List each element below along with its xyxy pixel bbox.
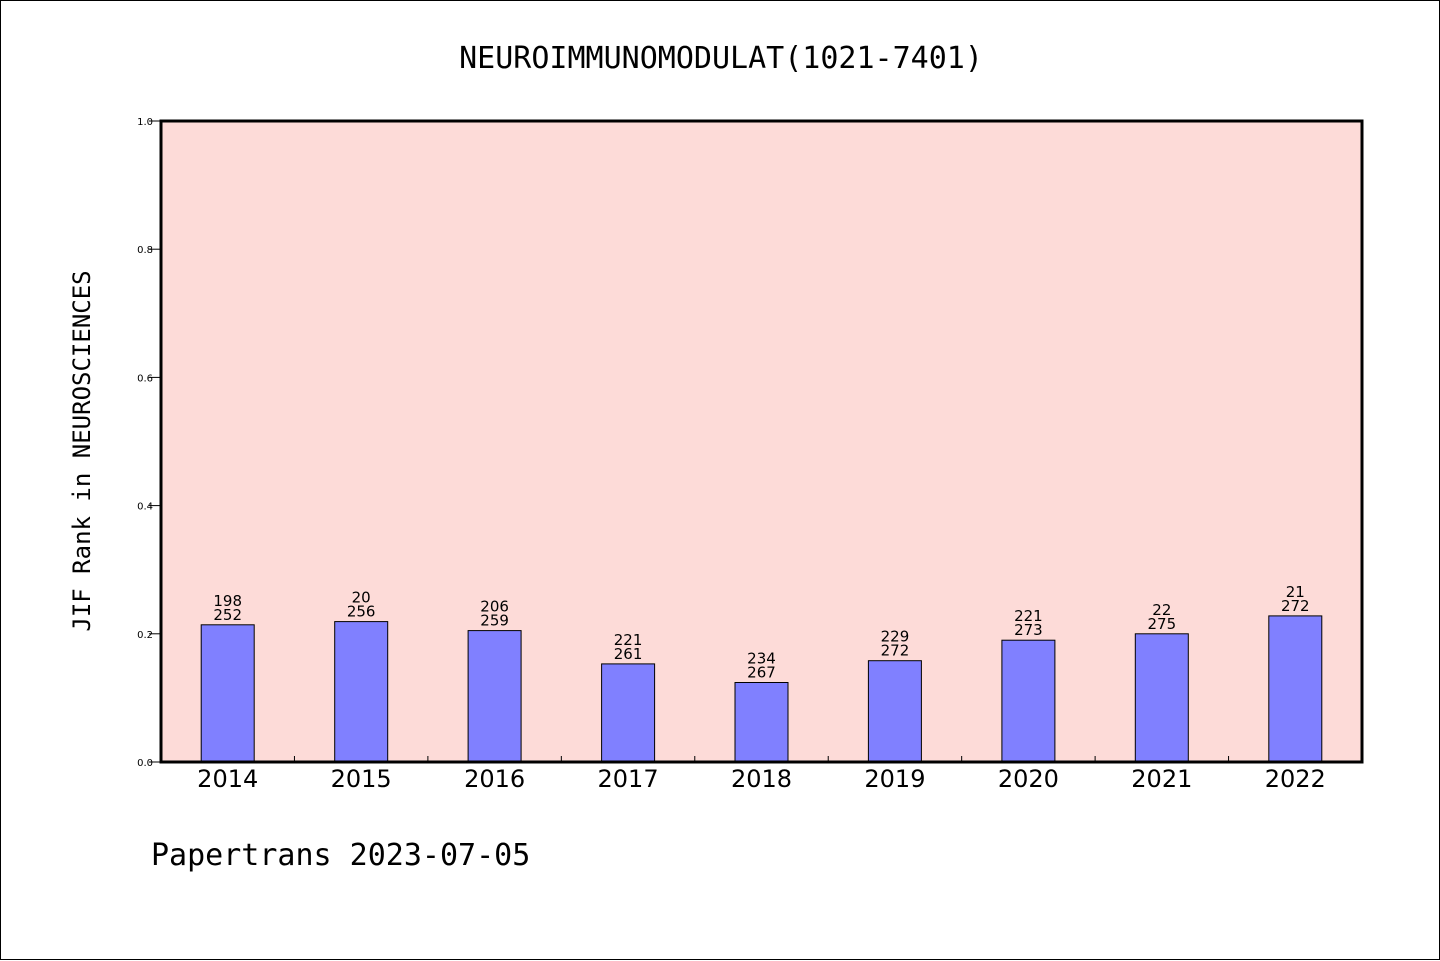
rank-label-2017: 221 (614, 631, 643, 649)
y-tick-label: 0.8 (137, 245, 153, 256)
total-label-2015: 256 (347, 603, 376, 621)
bars (200, 615, 1323, 763)
rank-label-2014: 198 (213, 592, 242, 610)
y-axis: 0.0 0.2 0.4 0.6 0.8 1.0 (137, 117, 161, 769)
x-axis: 2014 2015 2016 2017 2018 2019 2020 2021 2022 (197, 756, 1326, 793)
total-label-2018: 267 (747, 664, 776, 682)
y-axis-label: JIF Rank in NEUROSCIENCES (68, 270, 96, 631)
y-tick-label: 0.2 (137, 630, 153, 641)
total-label-2020: 273 (1014, 621, 1043, 639)
bar-2021 (1134, 633, 1189, 763)
bar-2014 (200, 624, 255, 763)
total-label-2017: 261 (614, 645, 643, 663)
y-tick-label: 0.6 (137, 373, 153, 384)
total-label-2022: 272 (1281, 597, 1310, 615)
total-label-2014: 252 (213, 606, 242, 624)
x-tick-label-2016: 2016 (464, 765, 525, 793)
bar-2017 (601, 663, 656, 763)
bar-2015 (334, 621, 389, 763)
x-tick-label-2017: 2017 (598, 765, 659, 793)
rank-label-2022: 21 (1286, 583, 1305, 601)
x-tick-label-2019: 2019 (864, 765, 925, 793)
total-label-2021: 275 (1148, 615, 1177, 633)
bar-2020 (1001, 639, 1056, 763)
x-tick-label-2020: 2020 (998, 765, 1059, 793)
rank-label-2021: 22 (1152, 601, 1171, 619)
rank-label-2015: 20 (352, 589, 371, 607)
x-tick-label-2015: 2015 (331, 765, 392, 793)
bar-2022 (1268, 615, 1323, 763)
rank-label-2020: 221 (1014, 607, 1043, 625)
footer-text: Papertrans 2023-07-05 (151, 838, 530, 873)
y-tick-label: 1.0 (137, 117, 153, 128)
bar-2018 (734, 682, 789, 763)
bar-2019 (867, 660, 922, 763)
plot-frame (159, 119, 1364, 764)
rank-label-2016: 206 (480, 598, 509, 616)
rank-label-2019: 229 (881, 628, 910, 646)
total-label-2016: 259 (480, 612, 509, 630)
chart-title: NEUROIMMUNOMODULAT(1021-7401) (459, 41, 983, 76)
y-tick-label: 0.4 (137, 502, 153, 513)
x-tick-label-2022: 2022 (1265, 765, 1326, 793)
x-tick-label-2021: 2021 (1131, 765, 1192, 793)
x-tick-label-2014: 2014 (197, 765, 258, 793)
total-label-2019: 272 (881, 642, 910, 660)
y-tick-label: 0.0 (137, 758, 153, 769)
rank-label-2018: 234 (747, 650, 776, 668)
x-tick-label-2018: 2018 (731, 765, 792, 793)
bar-2016 (467, 630, 522, 763)
